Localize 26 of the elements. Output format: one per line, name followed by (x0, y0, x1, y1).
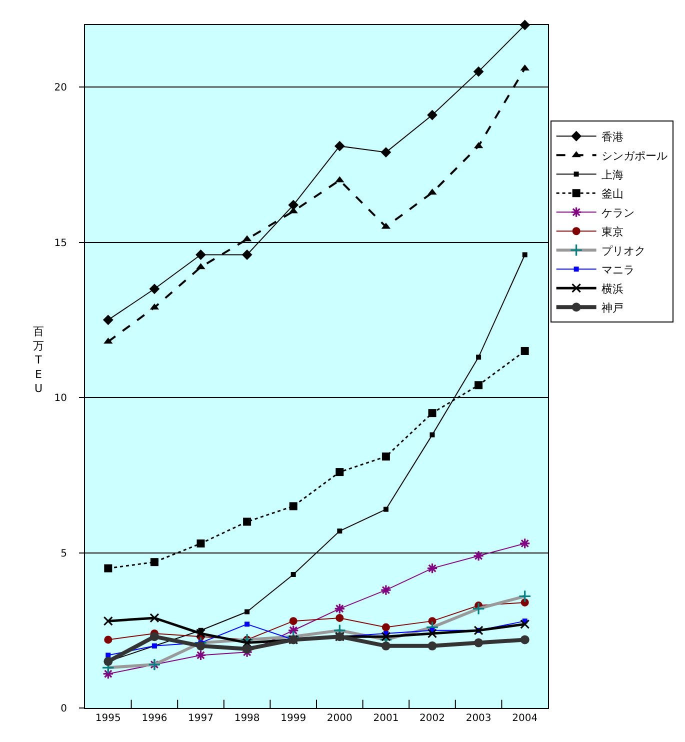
x-tick-label: 2004 (512, 713, 538, 724)
legend-label: 釜山 (601, 187, 624, 200)
x-tick-label: 1996 (142, 713, 168, 724)
legend-label: 横浜 (601, 282, 624, 296)
y-axis-title: 百万TEU (33, 325, 44, 396)
legend-label: マニラ (601, 263, 634, 276)
y-tick-label: 5 (60, 548, 67, 560)
legend-label: 香港 (601, 130, 624, 144)
legend-label: ケラン (601, 206, 634, 220)
x-tick-label: 2003 (466, 713, 492, 724)
y-tick-label: 10 (54, 393, 67, 404)
legend-label: シンガポール (601, 149, 668, 162)
x-tick-label: 1997 (188, 713, 214, 724)
legend-label: 東京 (601, 225, 624, 238)
y-tick-label: 15 (54, 238, 67, 249)
x-tick-label: 2001 (373, 713, 399, 724)
x-tick-label: 2002 (420, 713, 445, 724)
x-tick-label: 1999 (280, 713, 306, 724)
x-tick-label: 2000 (326, 713, 352, 724)
legend-label: 神戸 (601, 301, 624, 314)
x-tick-label: 1995 (95, 713, 121, 724)
legend-label: 上海 (601, 168, 624, 182)
legend-label: プリオク (601, 244, 646, 258)
y-tick-label: 0 (60, 704, 67, 714)
y-tick-label: 20 (54, 82, 67, 94)
x-tick-label: 1998 (234, 713, 260, 724)
